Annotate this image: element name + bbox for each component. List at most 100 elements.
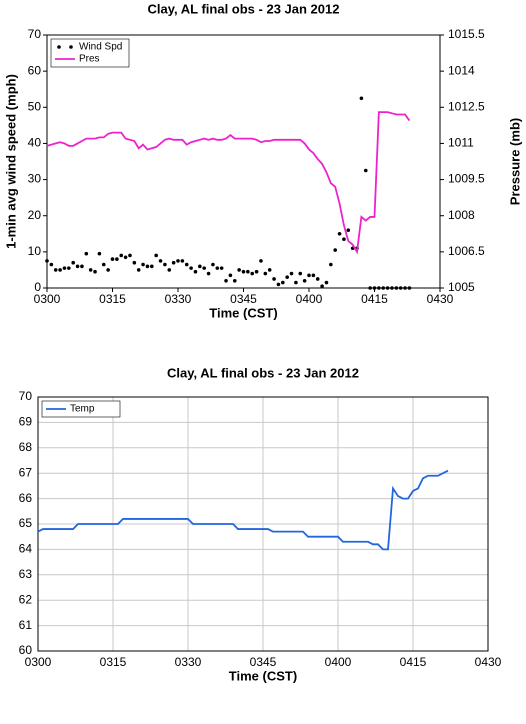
data-point — [276, 282, 281, 287]
data-point — [215, 266, 220, 270]
data-point — [132, 260, 137, 265]
data-point — [88, 268, 93, 272]
data-point — [53, 268, 58, 272]
data-point — [346, 228, 351, 232]
x-tick-label: 0345 — [250, 655, 277, 669]
data-point — [202, 266, 206, 270]
data-point — [272, 277, 276, 281]
data-point — [206, 271, 211, 276]
legend-symbol — [69, 45, 73, 49]
y-tick-label: 63 — [19, 567, 33, 581]
x-axis-title: Time (CST) — [229, 668, 297, 683]
x-tick-label: 0415 — [361, 292, 388, 306]
y-tick-label: 69 — [19, 415, 33, 429]
data-point — [97, 251, 102, 256]
data-point — [298, 271, 303, 276]
x-axis-title: Time (CST) — [209, 305, 277, 320]
plot-frame — [37, 396, 489, 652]
data-point — [158, 259, 163, 263]
y-tick-label: 60 — [19, 643, 33, 657]
chart-title: Clay, AL final obs - 23 Jan 2012 — [148, 1, 340, 16]
data-point — [281, 280, 285, 285]
legend-box — [41, 400, 121, 418]
data-point — [93, 269, 97, 274]
data-point — [193, 269, 198, 274]
y-tick-label: 20 — [28, 208, 42, 222]
y-tick-label: 62 — [19, 592, 33, 606]
data-point — [289, 271, 294, 276]
data-point — [198, 264, 202, 269]
y2-axis-title: Pressure (mb) — [507, 118, 522, 205]
data-point — [101, 262, 106, 267]
data-point — [337, 231, 342, 236]
data-point — [385, 286, 390, 290]
y-tick-label: 0 — [34, 280, 41, 294]
y-tick-label: 30 — [28, 172, 42, 186]
y2-tick-label: 1008 — [448, 208, 475, 222]
data-point — [254, 269, 259, 274]
data-point — [228, 273, 233, 278]
data-point — [403, 286, 407, 290]
x-tick-label: 0300 — [34, 292, 61, 306]
data-point — [381, 286, 386, 290]
y2-tick-label: 1014 — [448, 63, 475, 77]
data-point — [329, 262, 333, 267]
data-line — [37, 469, 449, 551]
data-point — [75, 264, 80, 269]
data-point — [45, 259, 49, 263]
y-axis-title: 1-min avg wind speed (mph) — [3, 74, 18, 249]
data-point — [180, 259, 185, 263]
data-point — [49, 262, 54, 267]
data-point — [307, 273, 311, 278]
data-point — [407, 286, 412, 290]
data-point — [390, 286, 394, 290]
data-point — [84, 251, 89, 256]
data-point — [311, 273, 316, 278]
y-tick-label: 40 — [28, 136, 42, 150]
data-point — [141, 262, 145, 267]
data-point — [219, 266, 224, 270]
x-tick-label: 0300 — [25, 655, 52, 669]
data-point — [189, 266, 193, 270]
y2-tick-label: 1011 — [448, 136, 474, 150]
data-point — [398, 286, 403, 290]
y-tick-label: 50 — [28, 99, 42, 113]
y-tick-label: 60 — [28, 63, 42, 77]
y-tick-label: 61 — [19, 618, 33, 632]
legend-symbol — [57, 45, 61, 49]
x-tick-label: 0345 — [230, 292, 257, 306]
data-point — [128, 253, 132, 258]
legend-label: Wind Spd — [79, 42, 122, 53]
data-point — [123, 255, 128, 260]
y-tick-label: 10 — [28, 244, 42, 258]
y2-tick-label: 1012.5 — [448, 99, 485, 113]
data-point — [163, 262, 167, 267]
data-point — [363, 168, 368, 173]
x-tick-label: 0400 — [296, 292, 323, 306]
data-point — [250, 271, 255, 276]
plot-frame — [46, 34, 441, 289]
data-point — [58, 268, 62, 272]
x-tick-label: 0430 — [475, 655, 502, 669]
data-point — [333, 248, 338, 252]
data-point — [324, 280, 329, 285]
x-tick-label: 0315 — [99, 292, 126, 306]
data-point — [67, 266, 71, 270]
data-point — [106, 268, 110, 272]
data-point — [241, 269, 246, 274]
y2-tick-label: 1015.5 — [448, 27, 485, 41]
y-tick-label: 66 — [19, 491, 33, 505]
data-point — [80, 264, 84, 269]
data-point — [150, 264, 154, 269]
data-point — [263, 271, 268, 276]
data-point — [294, 280, 298, 285]
x-tick-label: 0400 — [325, 655, 352, 669]
data-point — [315, 277, 320, 281]
y-tick-label: 68 — [19, 440, 33, 454]
data-point — [359, 96, 364, 101]
data-point — [394, 286, 399, 290]
y-tick-label: 70 — [19, 389, 33, 403]
data-point — [237, 268, 241, 272]
data-point — [377, 286, 381, 290]
